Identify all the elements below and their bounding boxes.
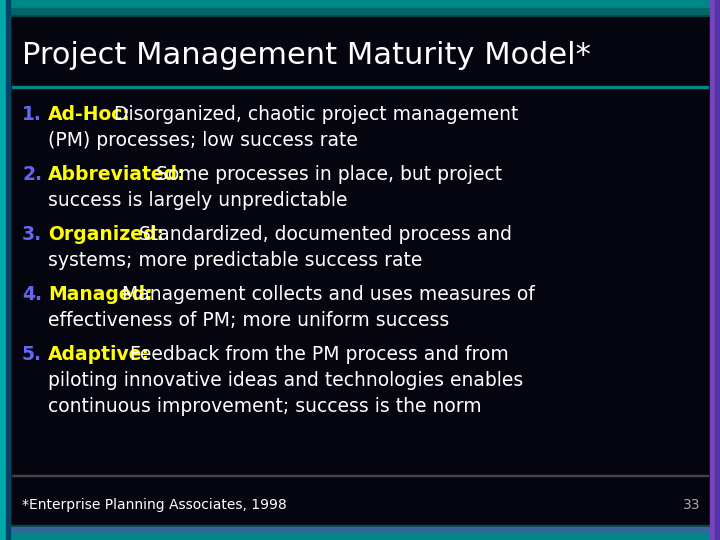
Text: Organized:: Organized: bbox=[48, 225, 164, 244]
Bar bbox=[0, 532, 720, 540]
Text: Some processes in place, but project: Some processes in place, but project bbox=[150, 165, 502, 184]
Bar bbox=[0, 8, 720, 14]
Bar bbox=[710, 0, 715, 540]
Text: 33: 33 bbox=[683, 498, 700, 512]
Text: piloting innovative ideas and technologies enables: piloting innovative ideas and technologi… bbox=[48, 371, 523, 390]
Text: 4.: 4. bbox=[22, 285, 42, 304]
Bar bbox=[12, 86, 708, 88]
Text: Ad-Hoc:: Ad-Hoc: bbox=[48, 105, 131, 124]
Text: Disorganized, chaotic project management: Disorganized, chaotic project management bbox=[107, 105, 518, 124]
Text: Project Management Maturity Model*: Project Management Maturity Model* bbox=[22, 40, 591, 70]
Bar bbox=[12, 475, 708, 476]
Bar bbox=[10, 525, 710, 527]
Bar bbox=[0, 0, 720, 8]
Text: Managed:: Managed: bbox=[48, 285, 153, 304]
Text: *Enterprise Planning Associates, 1998: *Enterprise Planning Associates, 1998 bbox=[22, 498, 287, 512]
Bar bbox=[715, 0, 720, 540]
Text: Standardized, documented process and: Standardized, documented process and bbox=[133, 225, 512, 244]
Text: Abbreviated:: Abbreviated: bbox=[48, 165, 186, 184]
Bar bbox=[0, 527, 720, 532]
Text: success is largely unpredictable: success is largely unpredictable bbox=[48, 191, 348, 210]
Text: Management collects and uses measures of: Management collects and uses measures of bbox=[116, 285, 535, 304]
Text: Adaptive:: Adaptive: bbox=[48, 345, 150, 364]
Text: 2.: 2. bbox=[22, 165, 42, 184]
Bar bbox=[10, 14, 710, 16]
Text: (PM) processes; low success rate: (PM) processes; low success rate bbox=[48, 131, 358, 150]
Text: 1.: 1. bbox=[22, 105, 42, 124]
Text: effectiveness of PM; more uniform success: effectiveness of PM; more uniform succes… bbox=[48, 311, 449, 330]
Text: 5.: 5. bbox=[22, 345, 42, 364]
Bar bbox=[6, 0, 10, 540]
Text: Feedback from the PM process and from: Feedback from the PM process and from bbox=[125, 345, 509, 364]
Text: 3.: 3. bbox=[22, 225, 42, 244]
Text: continuous improvement; success is the norm: continuous improvement; success is the n… bbox=[48, 397, 482, 416]
Text: systems; more predictable success rate: systems; more predictable success rate bbox=[48, 251, 423, 270]
Bar bbox=[0, 0, 6, 540]
